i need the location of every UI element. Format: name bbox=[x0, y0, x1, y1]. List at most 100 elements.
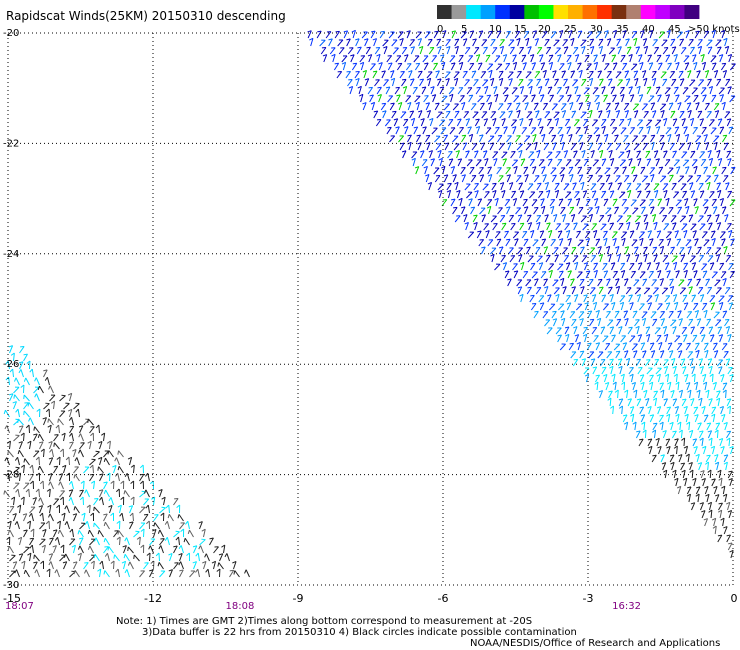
legend-label: 10 bbox=[489, 24, 502, 35]
wind-barb bbox=[662, 255, 669, 263]
wind-barb bbox=[48, 385, 54, 394]
wind-barb bbox=[590, 255, 597, 263]
wind-barb bbox=[456, 189, 461, 199]
wind-barb bbox=[501, 151, 508, 159]
wind-barb bbox=[494, 93, 499, 103]
wind-barb bbox=[664, 295, 671, 303]
wind-barb bbox=[607, 286, 613, 295]
wind-barb bbox=[635, 358, 642, 367]
wind-barb bbox=[694, 30, 700, 39]
wind-barb bbox=[329, 47, 336, 55]
wind-barb bbox=[535, 214, 542, 223]
wind-barb bbox=[361, 31, 368, 39]
wind-barb bbox=[475, 86, 481, 95]
wind-barb bbox=[64, 521, 70, 530]
wind-barb bbox=[614, 134, 619, 143]
wind-barb bbox=[616, 253, 621, 263]
wind-barb bbox=[634, 287, 642, 295]
wind-barb bbox=[545, 46, 552, 55]
wind-barb bbox=[568, 342, 575, 351]
wind-barb bbox=[570, 70, 576, 79]
wind-barb bbox=[531, 94, 536, 103]
wind-barb bbox=[706, 39, 713, 47]
wind-barb bbox=[571, 318, 577, 327]
wind-barb bbox=[728, 477, 733, 487]
wind-barb bbox=[555, 293, 560, 303]
wind-barb bbox=[624, 143, 631, 151]
wind-barb bbox=[695, 174, 702, 183]
wind-barb bbox=[721, 485, 726, 495]
wind-barb bbox=[701, 126, 707, 135]
wind-barb bbox=[535, 110, 540, 119]
wind-barb bbox=[647, 302, 653, 311]
wind-barb bbox=[187, 529, 194, 538]
wind-barb bbox=[681, 398, 687, 407]
wind-barb bbox=[639, 374, 645, 383]
wind-barb bbox=[629, 230, 635, 239]
wind-barb bbox=[178, 553, 183, 562]
wind-barb bbox=[711, 198, 717, 207]
wind-barb bbox=[618, 398, 624, 407]
wind-barb bbox=[167, 513, 174, 522]
wind-barb bbox=[683, 126, 688, 135]
wind-barb bbox=[338, 47, 345, 55]
wind-barb bbox=[471, 70, 477, 79]
wind-barb bbox=[659, 382, 664, 391]
wind-barb bbox=[648, 95, 655, 103]
wind-barb bbox=[630, 270, 636, 279]
wind-barb bbox=[698, 254, 704, 263]
wind-barb bbox=[649, 167, 656, 175]
wind-barb bbox=[708, 509, 713, 519]
wind-barb bbox=[690, 502, 696, 511]
wind-barb bbox=[478, 167, 484, 175]
wind-barb bbox=[595, 238, 601, 247]
wind-barb bbox=[620, 335, 627, 343]
wind-barb bbox=[712, 166, 717, 175]
wind-barb bbox=[646, 158, 652, 167]
wind-barb bbox=[428, 150, 433, 159]
wind-barb bbox=[650, 311, 657, 319]
wind-barb bbox=[179, 569, 184, 578]
wind-barb bbox=[642, 142, 649, 151]
wind-barb bbox=[42, 417, 47, 426]
wind-barb bbox=[656, 303, 663, 311]
wind-barb bbox=[599, 78, 604, 87]
wind-barb bbox=[381, 70, 386, 79]
wind-barb bbox=[98, 489, 104, 498]
wind-barb bbox=[614, 389, 619, 399]
x-tick-label: -15 bbox=[3, 592, 21, 605]
wind-barb bbox=[723, 350, 729, 359]
wind-barb bbox=[639, 237, 644, 247]
wind-barb bbox=[670, 110, 676, 119]
wind-barb bbox=[620, 373, 625, 383]
wind-barb bbox=[663, 190, 668, 199]
wind-barb bbox=[676, 485, 682, 495]
wind-barb bbox=[149, 538, 156, 546]
wind-barb bbox=[17, 449, 24, 458]
wind-barb bbox=[592, 87, 599, 95]
wind-barb bbox=[519, 85, 525, 95]
wind-barb bbox=[376, 53, 381, 63]
wind-barb bbox=[535, 286, 542, 295]
wind-barb bbox=[14, 377, 20, 386]
wind-barb bbox=[711, 413, 716, 423]
wind-barb bbox=[398, 135, 405, 143]
wind-barb bbox=[27, 440, 32, 450]
wind-barb bbox=[561, 70, 566, 79]
wind-barb bbox=[678, 389, 684, 399]
wind-barb bbox=[59, 554, 66, 562]
wind-barb bbox=[56, 520, 61, 530]
wind-barb bbox=[14, 456, 20, 466]
wind-barb bbox=[563, 183, 570, 191]
wind-barb bbox=[727, 542, 733, 551]
wind-barb bbox=[9, 554, 16, 562]
wind-barb bbox=[703, 30, 710, 39]
wind-barb bbox=[529, 54, 535, 63]
wind-barb bbox=[694, 414, 699, 423]
wind-barb bbox=[526, 286, 532, 295]
wind-barb bbox=[565, 229, 571, 239]
wind-barb bbox=[606, 38, 612, 47]
wind-barb bbox=[23, 458, 30, 466]
wind-barb bbox=[133, 530, 140, 538]
wind-barb bbox=[503, 126, 508, 135]
